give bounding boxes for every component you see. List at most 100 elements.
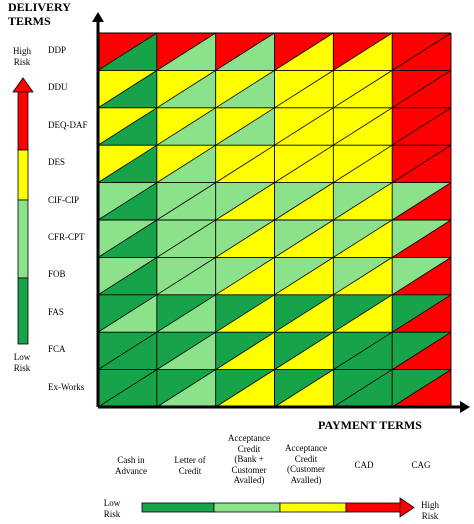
cell-6-1-diagonal (156, 257, 216, 296)
y-axis-title-line2: TERMS (8, 14, 51, 28)
vertical-high-risk-label: High Risk (2, 46, 42, 67)
cell-2-0-diagonal (97, 107, 158, 146)
vertical-high-risk-line1: High (13, 46, 31, 56)
cell-0-5-diagonal (391, 32, 452, 71)
horizontal-high-risk-label: High Risk (412, 500, 448, 521)
vertical-low-risk-line2: Risk (13, 362, 31, 373)
cell-4-2-diagonal (215, 182, 275, 221)
delivery-term-label: FCA (48, 344, 66, 355)
cell-9-3-diagonal (274, 369, 334, 408)
cell-4-3-diagonal (274, 182, 334, 221)
vertical-high-risk-line2: Risk (13, 56, 31, 67)
cell-4-5-diagonal (391, 182, 452, 221)
cell-3-4-diagonal (333, 144, 393, 183)
delivery-term-label: CIF-CIP (48, 194, 80, 205)
cell-8-5-diagonal (391, 331, 452, 370)
payment-term-label-line: Avalled) (290, 474, 322, 485)
y-axis-title-line1: DELIVERY (8, 0, 71, 14)
cell-1-0-diagonal (97, 70, 158, 109)
cell-3-3-diagonal (274, 144, 334, 183)
cell-5-1-diagonal (156, 219, 216, 258)
vertical-risk-bar-segment-0 (17, 89, 29, 151)
payment-term-label: Letter of Credit (158, 455, 222, 476)
cell-1-1-diagonal (156, 70, 216, 109)
cell-2-2-diagonal (215, 107, 275, 146)
payment-term-label-line: Credit (237, 443, 261, 454)
payment-term-label-line: Credit (294, 453, 318, 464)
cell-7-3-diagonal (274, 294, 334, 333)
cell-0-4-diagonal (333, 32, 393, 71)
cell-9-2-diagonal (215, 369, 275, 408)
cell-5-3-diagonal (274, 219, 334, 258)
cell-2-5-diagonal (391, 107, 452, 146)
cell-2-3-diagonal (274, 107, 334, 146)
delivery-term-label: DDP (48, 45, 67, 55)
cell-4-1-diagonal (156, 182, 216, 221)
cell-1-4-diagonal (333, 70, 393, 109)
delivery-term-label: CFR-CPT (48, 232, 85, 242)
cell-8-2-diagonal (215, 331, 275, 370)
payment-term-label-line: (Bank + (234, 454, 264, 464)
horizontal-risk-arrowhead (399, 497, 415, 518)
horizontal-high-risk-line1: High (421, 500, 439, 510)
payment-term-label: Cash in Advance (99, 455, 163, 476)
cell-0-0-diagonal (97, 32, 158, 71)
payment-term-label: CAG (389, 460, 453, 471)
cell-9-1-diagonal (156, 369, 216, 408)
vertical-low-risk-line1: Low (13, 352, 31, 362)
cell-8-1-diagonal (156, 331, 216, 370)
cell-3-2-lower-triangle (215, 145, 275, 183)
horizontal-risk-bar-segment-2 (279, 502, 347, 513)
payment-term-label-line: Letter of (174, 455, 206, 465)
cell-9-5-diagonal (391, 369, 452, 408)
cell-7-0-diagonal (97, 294, 158, 333)
horizontal-risk-bar-segment-0 (141, 502, 215, 513)
horizontal-high-risk-line2: Risk (421, 510, 439, 521)
horizontal-low-risk-label: Low Risk (94, 498, 130, 519)
payment-term-label-line: CAD (354, 460, 374, 470)
cell-2-4-diagonal (333, 107, 393, 146)
horizontal-risk-bar-segment-3 (345, 502, 403, 513)
cell-0-2-diagonal (215, 32, 275, 71)
x-axis-arrowhead (460, 401, 470, 413)
cell-8-3-diagonal (274, 331, 334, 370)
payment-term-label: Acceptance Credit (Customer Avalled) (274, 443, 338, 485)
payment-term-label-line: Advance (115, 465, 147, 476)
horizontal-low-risk-line1: Low (103, 498, 121, 508)
cell-3-0-diagonal (97, 144, 158, 183)
vertical-risk-bar-segment-2 (17, 199, 29, 279)
cell-8-4-diagonal (333, 331, 393, 370)
vertical-low-risk-label: Low Risk (2, 352, 42, 373)
cell-5-5-diagonal (391, 219, 452, 258)
payment-term-label-line: Customer (231, 464, 267, 475)
payment-term-label: Acceptance Credit (Bank + Customer Avalled) (217, 433, 281, 486)
cell-2-1-diagonal (156, 107, 216, 146)
cell-4-4-diagonal (333, 182, 393, 221)
cell-0-3-diagonal (274, 32, 334, 71)
cell-7-5-diagonal (391, 294, 452, 333)
cell-8-0-diagonal (97, 331, 158, 370)
y-axis-title: DELIVERY TERMS (8, 0, 71, 28)
delivery-term-label: DEQ-DAF (48, 119, 88, 130)
payment-term-label: CAD (332, 460, 396, 471)
payment-term-label-line: (Customer (287, 464, 325, 474)
cell-5-4-diagonal (333, 219, 393, 258)
x-axis-title: PAYMENT TERMS (318, 418, 422, 432)
cell-0-1-diagonal (156, 32, 216, 71)
cell-7-1-diagonal (156, 294, 216, 333)
cell-9-0-diagonal (97, 369, 158, 408)
y-axis-arrowhead (92, 12, 104, 22)
cell-5-0-diagonal (97, 219, 158, 258)
cell-4-0-diagonal (97, 182, 158, 221)
cell-6-4-diagonal (333, 257, 393, 296)
cell-6-0-diagonal (97, 257, 158, 296)
payment-term-label-line: Acceptance (285, 443, 327, 453)
cell-1-2-diagonal (215, 70, 275, 109)
cell-3-2-diagonal (215, 144, 275, 183)
delivery-term-label: DES (48, 157, 66, 168)
payment-term-label-line: Avalled) (233, 475, 265, 485)
cell-9-4-diagonal (333, 369, 393, 408)
vertical-risk-bar-segment-1 (17, 149, 29, 201)
cell-3-1-diagonal (156, 144, 216, 183)
